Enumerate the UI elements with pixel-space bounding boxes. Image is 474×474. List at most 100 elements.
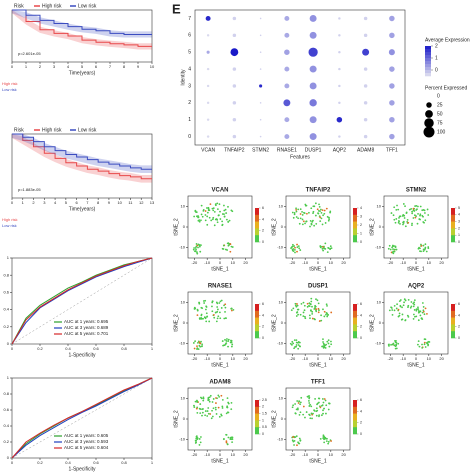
- cell-point: [418, 345, 421, 348]
- y-tick-label: -10: [277, 245, 284, 250]
- cell-point: [328, 218, 331, 221]
- cell-point: [309, 219, 312, 222]
- cell-point: [323, 310, 326, 313]
- dot: [232, 33, 237, 38]
- cell-point: [295, 305, 298, 308]
- cell-point: [196, 345, 198, 348]
- cell-point: [206, 223, 209, 226]
- cell-point: [195, 248, 197, 251]
- cell-point: [299, 213, 302, 215]
- cell-point: [330, 343, 333, 346]
- cell-point: [315, 222, 318, 225]
- cell-point: [290, 247, 292, 250]
- x-tick-label: 6: [95, 64, 98, 69]
- cell-point: [198, 438, 201, 440]
- cell-point: [420, 245, 423, 247]
- cell-point: [211, 310, 214, 313]
- x-tick-label: 20: [439, 260, 444, 265]
- x-tick-label: 9: [137, 64, 140, 69]
- cell-point: [407, 221, 410, 224]
- cell-point: [303, 304, 306, 307]
- cell-point: [202, 208, 205, 211]
- cell-point: [402, 213, 405, 216]
- cell-point: [302, 315, 305, 318]
- colorbar-tick-label: 3: [458, 220, 460, 224]
- cell-point: [201, 307, 204, 310]
- cell-point: [229, 438, 232, 440]
- colorbar-tick-label: 0: [360, 432, 362, 436]
- colorbar-step: [353, 208, 357, 216]
- cell-point: [223, 317, 226, 320]
- cell-point: [406, 314, 409, 317]
- colorbar-step: [451, 317, 455, 325]
- cell-point: [421, 318, 424, 321]
- cell-point: [294, 246, 296, 249]
- cell-point: [197, 348, 200, 351]
- y-tick-label: 10: [279, 203, 284, 208]
- x-tick-label: 10: [329, 356, 334, 361]
- x-tick-label: AQP2: [333, 147, 347, 153]
- cell-point: [294, 248, 296, 251]
- cell-point: [229, 341, 232, 344]
- cell-point: [200, 219, 202, 222]
- cell-point: [324, 347, 327, 349]
- cell-point: [198, 341, 201, 344]
- x-tick-label: ADAM8: [357, 147, 374, 153]
- cell-point: [424, 307, 427, 310]
- cell-point: [413, 299, 416, 302]
- y-tick-label: 0: [379, 224, 382, 229]
- x-tick-label: 0: [11, 64, 14, 69]
- cell-point: [329, 248, 331, 251]
- cell-point: [314, 202, 317, 205]
- colorbar-tick-label: 3: [360, 214, 362, 218]
- cell-point: [300, 396, 303, 399]
- cell-point: [315, 298, 317, 301]
- cell-point: [225, 412, 228, 415]
- cell-point: [207, 412, 210, 415]
- cell-point: [227, 345, 229, 348]
- cell-point: [329, 245, 332, 248]
- x-tick-label: 20: [341, 356, 346, 361]
- x-tick-label: 20: [243, 452, 248, 457]
- series-line: [12, 9, 152, 35]
- colorbar-tick-label: 0: [360, 336, 362, 340]
- cell-point: [293, 245, 296, 247]
- y-tick-label: 3: [188, 83, 191, 89]
- cell-point: [231, 210, 234, 213]
- dot: [284, 15, 290, 21]
- x-tick-label: 4: [54, 200, 57, 205]
- cell-point: [196, 252, 199, 255]
- cell-point: [198, 444, 201, 446]
- plot-frame: [187, 195, 253, 259]
- colorbar-tick-label: 2: [458, 226, 460, 230]
- x-tick-label: 6: [75, 200, 78, 205]
- panel-title: RNASE1: [208, 284, 233, 290]
- size-legend-label: 0: [437, 93, 440, 99]
- cell-point: [201, 411, 204, 414]
- colorbar-step: [255, 235, 259, 243]
- dot: [309, 82, 317, 90]
- cell-point: [312, 412, 314, 415]
- dot: [309, 65, 317, 73]
- x-axis-label: tSNE_1: [211, 458, 228, 464]
- cell-point: [206, 211, 209, 214]
- x-tick-label: 7: [109, 64, 112, 69]
- cell-point: [213, 210, 216, 213]
- cell-point: [406, 218, 409, 221]
- cell-point: [227, 436, 230, 439]
- cell-point: [206, 207, 208, 209]
- cell-point: [322, 249, 325, 252]
- cell-point: [216, 310, 219, 313]
- dot: [309, 133, 317, 141]
- y-axis-label: Identity: [180, 69, 186, 86]
- cell-point: [404, 225, 407, 228]
- y-tick-label: 10: [377, 299, 382, 304]
- cell-point: [211, 300, 214, 303]
- cell-point: [392, 342, 395, 345]
- cell-point: [297, 245, 300, 248]
- cell-point: [201, 414, 203, 417]
- cell-point: [295, 315, 298, 317]
- x-tick-label: 0.6: [93, 460, 99, 465]
- cell-point: [297, 208, 300, 211]
- cell-point: [413, 301, 415, 304]
